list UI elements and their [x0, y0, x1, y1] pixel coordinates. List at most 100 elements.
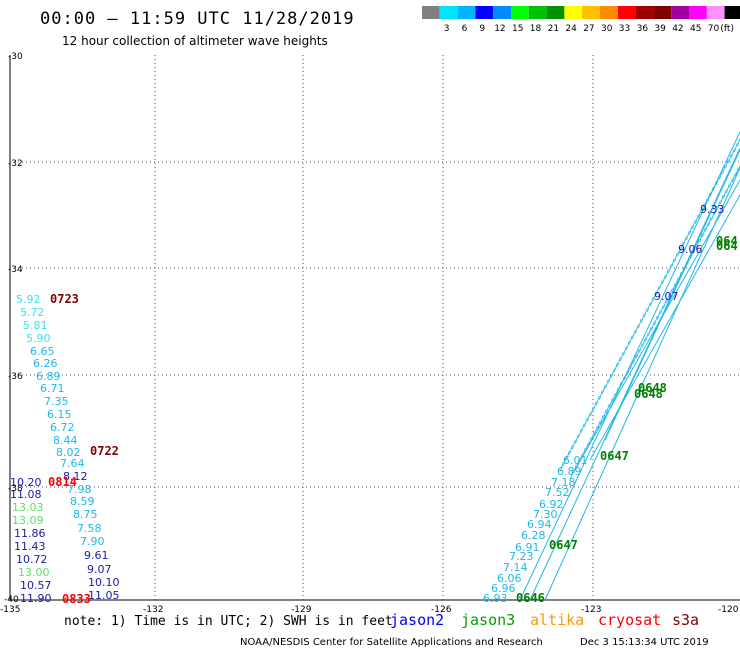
- track-tick: ∕: [690, 248, 694, 261]
- wave-height-value: 9.61: [84, 549, 109, 562]
- time-stamp: 0722: [90, 444, 119, 458]
- wave-height-value: 8.12: [63, 470, 88, 483]
- legend-label: 15: [512, 24, 523, 34]
- track-line: [519, 131, 740, 601]
- track-tick: ∕: [597, 419, 601, 432]
- satellite-s3a: s3a: [672, 611, 699, 629]
- track-tick: ∕: [636, 347, 640, 360]
- track-tick: ∕: [657, 309, 661, 322]
- time-stamp: 0648: [638, 381, 667, 395]
- track-tick: ∕: [609, 397, 613, 410]
- track-tick: ∕: [594, 424, 598, 437]
- longitude-label: -129: [291, 605, 312, 615]
- track-tick: ∕: [725, 158, 729, 171]
- wave-height-value: 5.92: [16, 293, 41, 306]
- track-tick: ∕: [575, 433, 579, 446]
- track-tick: ∕: [578, 427, 582, 440]
- track-tick: ∕: [723, 188, 727, 201]
- legend-swatch: [582, 6, 600, 19]
- wave-height-value: 7.98: [67, 483, 92, 496]
- wave-height-value: 10.20: [10, 476, 42, 489]
- wave-height-value: 8.02: [56, 446, 81, 459]
- track-tick: ∕: [585, 441, 589, 454]
- wave-height-value: 7.14: [503, 561, 528, 574]
- track-tick: ∕: [701, 202, 705, 215]
- track-tick: ∕: [714, 204, 718, 217]
- legend-swatch: [511, 6, 529, 19]
- track-tick: ∕: [612, 391, 616, 404]
- track-tick: ∕: [702, 226, 706, 239]
- time-stamp: 0647: [600, 449, 629, 463]
- track-tick: ∕: [632, 328, 636, 341]
- track-tick: ∕: [569, 444, 573, 457]
- track-tick: ∕: [693, 243, 697, 256]
- wave-height-value: 13.09: [12, 514, 44, 527]
- wave-height-value: 7.90: [80, 535, 105, 548]
- wave-height-value: 6.72: [50, 421, 75, 434]
- track-tick: ∕: [593, 400, 597, 413]
- track-tick: ∕: [708, 215, 712, 228]
- legend-swatch: [706, 6, 725, 19]
- wave-height-value: 9.07: [654, 290, 679, 303]
- track-tick: ∕: [738, 160, 740, 173]
- wave-height-value: 5.72: [20, 306, 45, 319]
- wave-height-value: 11.05: [88, 589, 120, 602]
- latitude-label: -32: [8, 159, 23, 169]
- legend-swatch: [528, 6, 547, 19]
- track-tick: ∕: [611, 367, 615, 380]
- legend-label: 12: [494, 24, 505, 34]
- track-tick: ∕: [671, 257, 675, 270]
- graticule-grid: [10, 55, 740, 600]
- legend-swatch: [724, 6, 740, 19]
- legend-swatch: [635, 6, 654, 19]
- wave-height-value: 6.01: [563, 454, 588, 467]
- wave-height-value: 6.91: [515, 541, 540, 554]
- track-tick: ∕: [669, 287, 673, 300]
- wave-height-value: 7.58: [77, 522, 102, 535]
- legend-label: 9: [479, 24, 485, 34]
- track-tick: ∕: [737, 136, 740, 149]
- track-tick: ∕: [648, 325, 652, 338]
- track-tick: ∕: [600, 413, 604, 426]
- track-tick: ∕: [588, 435, 592, 448]
- wave-height-value: 11.08: [10, 488, 42, 501]
- track-tick: ∕: [722, 163, 726, 176]
- legend-swatch: [671, 6, 689, 19]
- axis-tick-labels: -30 -32 -34 -36 -38 -40-135 -132 -129 -126 -123 -1…: [0, 52, 739, 615]
- longitude-label: -120: [718, 605, 739, 615]
- wave-height-value: 9.07: [87, 563, 112, 576]
- legend-label: 36: [637, 24, 649, 34]
- track-tick: ∕: [621, 375, 625, 388]
- track-tick: ∕: [728, 152, 732, 165]
- track-tick: ∕: [576, 457, 580, 470]
- legend-swatch: [617, 6, 636, 19]
- legend-swatch: [422, 6, 440, 19]
- wave-height-value: 5.90: [26, 332, 51, 345]
- wave-height-value: 6.96: [491, 582, 516, 595]
- track-tick: ∕: [663, 298, 667, 311]
- time-stamp: 0648: [634, 387, 663, 401]
- legend-swatch: [546, 6, 565, 19]
- track-tick: ∕: [584, 416, 588, 429]
- satellite-legend: jason2 jason3 altika cryosat s3a: [390, 611, 699, 629]
- track-line: [529, 147, 740, 601]
- wave-height-value: 8.75: [73, 508, 98, 521]
- satellite-jason3: jason3: [461, 611, 515, 629]
- longitude-label: -126: [431, 605, 452, 615]
- footer-credit: NOAA/NESDIS Center for Satellite Applica…: [240, 637, 543, 648]
- track-tick: ∕: [704, 196, 708, 209]
- track-tick: ∕: [647, 301, 651, 314]
- track-tick: ∕: [629, 334, 633, 347]
- track-tick: ∕: [645, 331, 649, 344]
- track-tick: ∕: [560, 460, 564, 473]
- track-tick: ∕: [710, 185, 714, 198]
- wave-height-value: 6.93: [483, 592, 508, 605]
- wave-height-value: 13.00: [18, 566, 50, 579]
- legend-swatch: [689, 6, 707, 19]
- wave-height-value: 5.81: [23, 319, 48, 332]
- track-tick: ∕: [603, 408, 607, 421]
- track-tick: ∕: [713, 180, 717, 193]
- track-tick: ∕: [726, 182, 730, 195]
- wave-height-value: 7.23: [509, 550, 534, 563]
